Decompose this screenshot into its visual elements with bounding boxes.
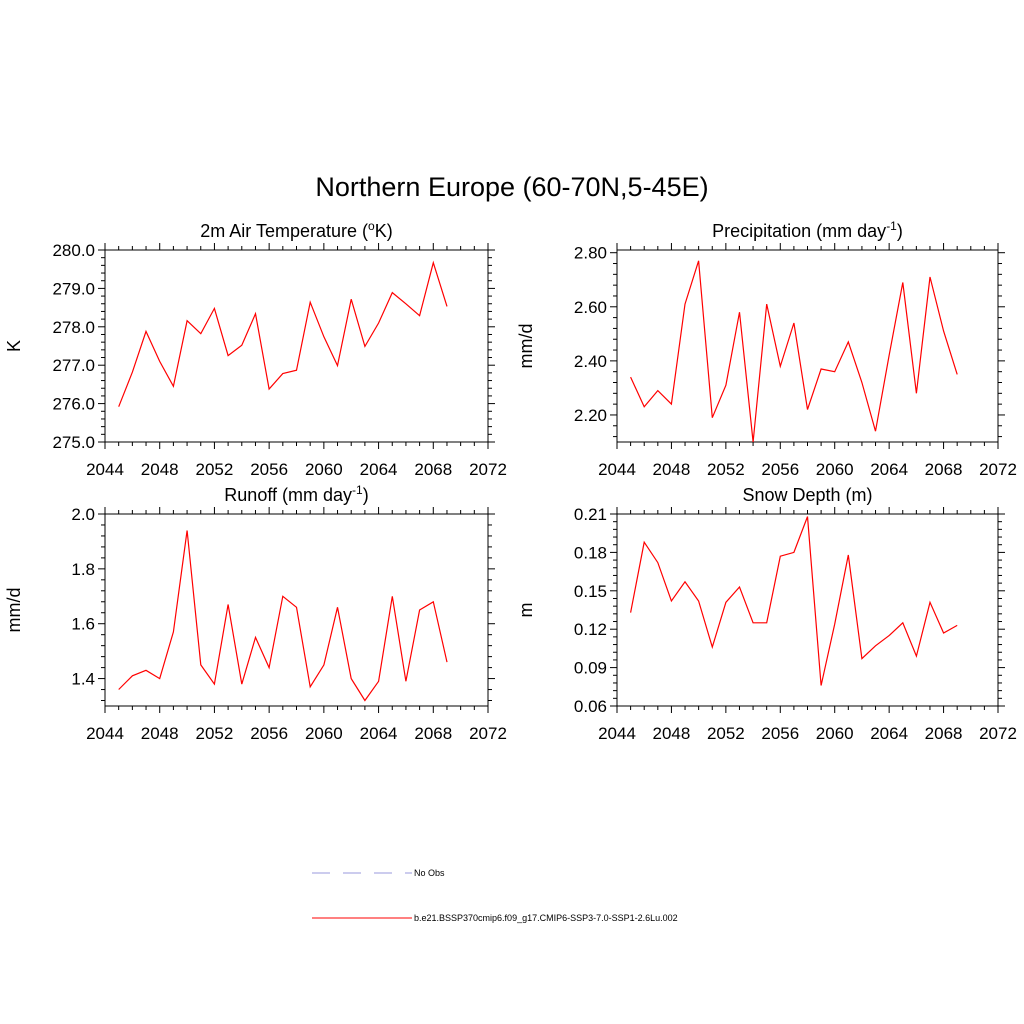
y-tick-label: 2.80 bbox=[574, 244, 607, 263]
x-tick-label: 2056 bbox=[761, 724, 799, 743]
x-tick-label: 2048 bbox=[141, 460, 179, 479]
x-tick-label: 2048 bbox=[653, 724, 691, 743]
y-tick-label: 279.0 bbox=[52, 279, 95, 298]
panel-temperature: 2m Air Temperature (oK) 2044 2048 2052 2056 2… bbox=[4, 219, 507, 479]
x-tick-label: 2072 bbox=[469, 460, 507, 479]
legend-label: No Obs bbox=[414, 868, 445, 878]
panel-title-text: 2m Air Temperature ( bbox=[200, 221, 368, 241]
panel-title-superscript: o bbox=[368, 219, 375, 233]
y-tick-label: 0.15 bbox=[574, 582, 607, 601]
x-tick-label: 2064 bbox=[870, 724, 908, 743]
series-line bbox=[630, 260, 958, 443]
x-tick-label: 2056 bbox=[250, 724, 288, 743]
y-tick-label: 0.12 bbox=[574, 620, 607, 639]
y-tick-label: 278.0 bbox=[52, 318, 95, 337]
panel-title: Precipitation (mm day-1) bbox=[712, 219, 903, 241]
y-tick-label: 0.18 bbox=[574, 543, 607, 562]
x-tick-label: 2056 bbox=[761, 460, 799, 479]
y-tick-label: 275.0 bbox=[52, 433, 95, 452]
chart-panels: 2m Air Temperature (oK)2044 2048 2052 2056 2… bbox=[4, 219, 1017, 743]
panel-title: Runoff (mm day-1) bbox=[224, 483, 368, 505]
y-tick-label: 0.09 bbox=[574, 659, 607, 678]
x-tick-label: 2044 bbox=[598, 460, 636, 479]
x-tick-label: 2060 bbox=[816, 460, 854, 479]
y-tick-label: 0.06 bbox=[574, 697, 607, 716]
x-tick-label: 2052 bbox=[707, 724, 745, 743]
plot-frame bbox=[104, 249, 489, 443]
y-tick-label: 276.0 bbox=[52, 395, 95, 414]
plot-frame bbox=[616, 249, 999, 443]
x-tick-label: 2072 bbox=[979, 724, 1017, 743]
x-tick-label: 2044 bbox=[598, 724, 636, 743]
y-tick-label: 280.0 bbox=[52, 241, 95, 260]
x-tick-label: 2052 bbox=[707, 460, 745, 479]
x-tick-label: 2052 bbox=[196, 724, 234, 743]
x-tick-label: 2044 bbox=[86, 724, 124, 743]
x-tick-label: 2068 bbox=[925, 460, 963, 479]
y-tick-label: 2.0 bbox=[71, 505, 95, 524]
x-tick-label: 2052 bbox=[196, 460, 234, 479]
y-tick-label: 2.20 bbox=[574, 406, 607, 425]
legend-entry: b.e21.BSSP370cmip6.f09_g17.CMIP6-SSP3-7.… bbox=[312, 913, 678, 923]
y-tick-label: 1.4 bbox=[71, 670, 95, 689]
legend-label: b.e21.BSSP370cmip6.f09_g17.CMIP6-SSP3-7.… bbox=[414, 913, 678, 923]
panel-title-text: K) bbox=[375, 221, 393, 241]
panel-snow-depth: Snow Depth (m) 2044 2048 2052 2056 2060 2064 20… bbox=[516, 485, 1017, 743]
x-tick-label: 2068 bbox=[925, 724, 963, 743]
x-tick-label: 2060 bbox=[305, 724, 343, 743]
y-tick-label: 277.0 bbox=[52, 356, 95, 375]
x-tick-label: 2068 bbox=[414, 460, 452, 479]
panel-runoff: Runoff (mm day-1) 2044 2048 2052 2056 2060 206… bbox=[4, 483, 507, 743]
y-axis-label: mm/d bbox=[4, 588, 24, 633]
series-line bbox=[118, 260, 448, 407]
series-line bbox=[118, 530, 448, 702]
figure-title: Northern Europe (60-70N,5-45E) bbox=[315, 172, 708, 202]
y-tick-label: 2.60 bbox=[574, 298, 607, 317]
x-tick-label: 2068 bbox=[414, 724, 452, 743]
y-tick-label: 1.8 bbox=[71, 560, 95, 579]
x-tick-label: 2064 bbox=[360, 460, 398, 479]
x-tick-label: 2060 bbox=[816, 724, 854, 743]
x-tick-label: 2064 bbox=[870, 460, 908, 479]
y-tick-label: 0.21 bbox=[574, 505, 607, 524]
x-tick-label: 2044 bbox=[86, 460, 124, 479]
x-tick-label: 2048 bbox=[653, 460, 691, 479]
series-line bbox=[630, 516, 958, 686]
panel-title-text: ) bbox=[897, 221, 903, 241]
plot-frame bbox=[616, 513, 999, 707]
panel-title: Snow Depth (m) bbox=[742, 485, 872, 505]
panel-title-text: Snow Depth (m) bbox=[742, 485, 872, 505]
y-axis-label: mm/d bbox=[516, 324, 536, 369]
panel-title-superscript: -1 bbox=[886, 219, 897, 233]
legend-entry: No Obs bbox=[312, 868, 445, 878]
y-axis-label: m bbox=[516, 603, 536, 618]
panel-title-text: Precipitation (mm day bbox=[712, 221, 886, 241]
x-tick-label: 2072 bbox=[979, 460, 1017, 479]
x-tick-label: 2048 bbox=[141, 724, 179, 743]
panel-title: 2m Air Temperature (oK) bbox=[200, 219, 392, 241]
x-tick-label: 2056 bbox=[250, 460, 288, 479]
x-tick-label: 2072 bbox=[469, 724, 507, 743]
panel-title-superscript: -1 bbox=[352, 483, 363, 497]
x-tick-label: 2064 bbox=[360, 724, 398, 743]
y-tick-label: 2.40 bbox=[574, 352, 607, 371]
legend: No Obs b.e21.BSSP370cmip6.f09_g17.CMIP6-S… bbox=[312, 868, 678, 923]
y-tick-label: 1.6 bbox=[71, 615, 95, 634]
panel-precipitation: Precipitation (mm day-1) 2044 2048 2052 2056… bbox=[516, 219, 1017, 479]
y-axis-label: K bbox=[4, 340, 24, 352]
panel-title-text: ) bbox=[363, 485, 369, 505]
panel-title-text: Runoff (mm day bbox=[224, 485, 352, 505]
x-tick-label: 2060 bbox=[305, 460, 343, 479]
